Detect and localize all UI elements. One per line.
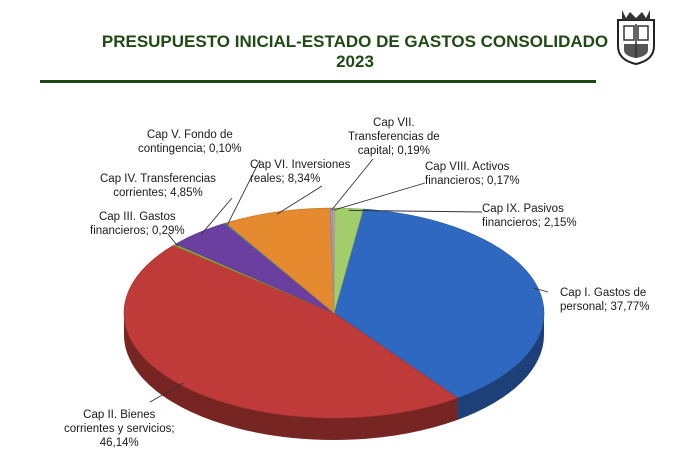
slice-label-line: financieros; 2,15% — [482, 217, 577, 229]
page-title: PRESUPUESTO INICIAL-ESTADO DE GASTOS CON… — [101, 32, 609, 51]
slice-side-1 — [124, 313, 458, 440]
leader-line-7 — [333, 182, 426, 211]
slice-label-4: Cap V. Fondo de contingencia; 0,10% — [138, 128, 242, 156]
pie-slice-8 — [333, 207, 364, 314]
leader-line-0 — [533, 287, 549, 293]
leader-line-1 — [149, 382, 184, 403]
slice-label-2: Cap III. Gastos financieros; 0,29% — [90, 210, 185, 238]
slice-label-line: Cap IX. Pasivos — [482, 203, 564, 215]
slice-label-line: 46,14% — [99, 437, 139, 449]
slice-label-line: corrientes y servicios; — [64, 423, 175, 435]
slice-label-line: Cap VII. — [373, 117, 415, 129]
slice-label-line: Cap III. Gastos — [98, 211, 176, 223]
slice-label-8: Cap IX. Pasivos financieros; 2,15% — [482, 202, 577, 230]
slice-label-5: Cap VI. Inversiones reales; 8,34% — [250, 158, 350, 186]
slice-label-line: capital; 0,19% — [357, 145, 430, 157]
title-underline — [40, 80, 596, 83]
leader-line-8 — [348, 209, 483, 213]
leader-line-4 — [226, 159, 261, 226]
slice-side-0 — [457, 313, 544, 420]
slice-label-line: Cap IV. Transferencias — [100, 173, 216, 185]
slice-label-line: personal; 37,77% — [560, 301, 650, 313]
slice-label-1: Cap II. Bienes corrientes y servicios; 46,… — [64, 408, 175, 450]
slice-label-line: Transferencias de — [348, 131, 440, 143]
slice-label-line: financieros; 0,29% — [90, 225, 185, 237]
slice-label-line: reales; 8,34% — [250, 173, 321, 185]
crest-icon — [617, 10, 655, 66]
pie-slice-0 — [333, 208, 545, 399]
slice-label-line: Cap II. Bienes — [83, 409, 156, 421]
leader-line-2 — [167, 233, 179, 247]
slice-label-line: corrientes; 4,85% — [113, 187, 203, 199]
slice-label-line: financieros; 0,17% — [425, 175, 520, 187]
slice-label-line: Cap V. Fondo de — [146, 129, 233, 141]
slice-label-line: Cap VIII. Activos — [425, 161, 510, 173]
leader-line-6 — [331, 158, 374, 211]
page-title-year: 2023 — [336, 52, 374, 71]
leader-line-5 — [276, 185, 323, 215]
slice-label-line: Cap I. Gastos de — [560, 287, 647, 299]
slice-label-line: Cap VI. Inversiones — [250, 159, 351, 171]
slice-label-6: Cap VII. Transferencias de capital; 0,19% — [348, 116, 440, 158]
slice-label-0: Cap I. Gastos de personal; 37,77% — [560, 286, 650, 314]
leader-line-3 — [200, 197, 233, 235]
slice-label-7: Cap VIII. Activos financieros; 0,17% — [425, 160, 520, 188]
slice-label-3: Cap IV. Transferencias corrientes; 4,85% — [100, 172, 216, 200]
slice-label-line: contingencia; 0,10% — [138, 143, 242, 155]
